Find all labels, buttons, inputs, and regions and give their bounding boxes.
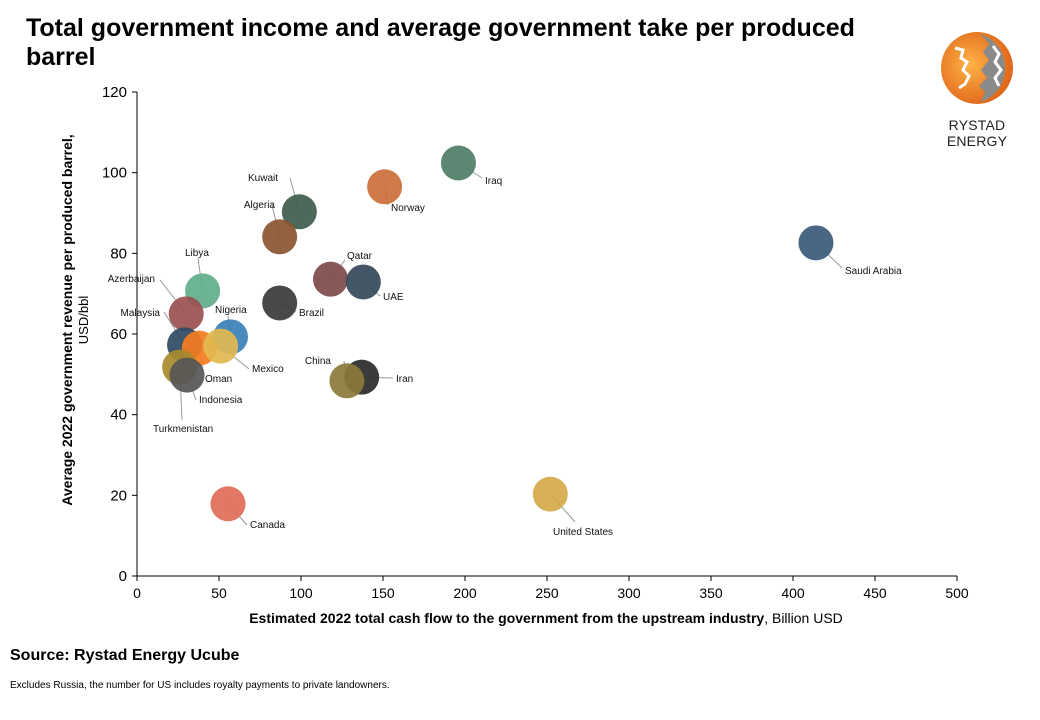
point-label: Kuwait xyxy=(248,173,278,184)
footnote: Excludes Russia, the number for US inclu… xyxy=(10,680,390,691)
x-tick-label: 150 xyxy=(371,585,395,601)
bubble-canada[interactable] xyxy=(210,486,246,522)
point-label: United States xyxy=(553,527,613,538)
svg-text:USD/bbl: USD/bbl xyxy=(76,296,91,345)
x-tick-label: 200 xyxy=(453,585,477,601)
bubble-brazil[interactable] xyxy=(262,285,298,321)
bubble-united-states[interactable] xyxy=(532,476,568,512)
y-tick-label: 60 xyxy=(110,326,127,343)
bubble-iraq[interactable] xyxy=(440,145,476,181)
bubble-indonesia[interactable] xyxy=(169,357,205,393)
bubble-chart: 0 50 100 150 200 250 300 350 400 450 500 0 20 40 60 80 1… xyxy=(59,84,969,626)
x-tick-label: 300 xyxy=(617,585,641,601)
x-tick-label: 50 xyxy=(211,585,227,601)
point-label: Malaysia xyxy=(121,308,161,319)
y-tick-label: 100 xyxy=(102,165,127,182)
leader-lines xyxy=(159,162,843,526)
y-axis-title: Average 2022 government revenue per prod… xyxy=(59,134,91,505)
point-label: Nigeria xyxy=(215,305,247,316)
point-label: Algeria xyxy=(244,200,276,211)
bubble-saudi-arabia[interactable] xyxy=(798,225,834,261)
x-tick-label: 450 xyxy=(863,585,887,601)
bubble-norway[interactable] xyxy=(367,169,403,205)
point-label: UAE xyxy=(383,292,404,303)
x-tick-label: 0 xyxy=(133,585,141,601)
x-tick-label: 100 xyxy=(289,585,313,601)
y-tick-label: 40 xyxy=(110,407,127,424)
source-text: Source: Rystad Energy Ucube xyxy=(10,647,240,664)
y-tick-label: 120 xyxy=(102,84,127,101)
point-label: Saudi Arabia xyxy=(845,266,902,277)
svg-text:Average 2022 government revenu: Average 2022 government revenue per prod… xyxy=(59,134,75,505)
x-tick-label: 500 xyxy=(945,585,969,601)
point-label: Indonesia xyxy=(199,395,243,406)
x-axis-title: Estimated 2022 total cash flow to the go… xyxy=(249,610,843,626)
y-tick-label: 80 xyxy=(110,245,127,262)
rystad-logo: RYSTAD ENERGY xyxy=(922,28,1032,149)
bubble-azerbaijan[interactable] xyxy=(168,296,204,332)
point-label: China xyxy=(305,356,332,367)
axes: 0 50 100 150 200 250 300 350 400 450 500 0 20 40 60 80 1… xyxy=(102,84,969,601)
x-tick-label: 350 xyxy=(699,585,723,601)
point-label: Oman xyxy=(205,374,232,385)
bubble-algeria[interactable] xyxy=(262,219,298,255)
point-label: Iraq xyxy=(485,176,502,187)
y-tick-label: 20 xyxy=(110,487,127,504)
point-label: Brazil xyxy=(299,308,324,319)
bubble-china[interactable] xyxy=(329,363,365,399)
bubble-qatar[interactable] xyxy=(313,261,349,297)
y-tick-label: 0 xyxy=(119,568,127,585)
x-tick-label: 400 xyxy=(781,585,805,601)
bubble-kuwait[interactable] xyxy=(281,194,317,230)
point-label: Canada xyxy=(250,520,285,531)
bubbles xyxy=(162,145,834,522)
bubble-mexico[interactable] xyxy=(203,328,239,364)
point-label: Norway xyxy=(391,203,425,214)
point-labels: Iraq Norway Kuwait Algeria Saudi Arabia Qatar… xyxy=(108,173,902,538)
point-label: Turkmenistan xyxy=(153,424,213,435)
x-tick-label: 250 xyxy=(535,585,559,601)
bubble-uae[interactable] xyxy=(345,264,381,300)
point-label: Libya xyxy=(185,248,209,259)
point-label: Azerbaijan xyxy=(108,274,155,285)
point-label: Mexico xyxy=(252,364,284,375)
globe-logo-icon xyxy=(941,32,1013,104)
logo-text: RYSTAD ENERGY xyxy=(946,117,1008,149)
page-title: Total government income and average gove… xyxy=(26,14,855,71)
point-label: Iran xyxy=(396,374,413,385)
point-label: Qatar xyxy=(347,251,373,262)
